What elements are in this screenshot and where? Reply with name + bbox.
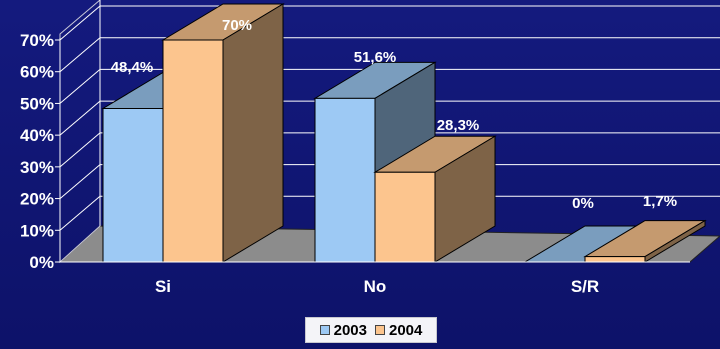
- gridline-side: [59, 195, 101, 231]
- y-tick-label: 40%: [20, 126, 54, 145]
- bars: [101, 3, 707, 263]
- bar-front-face: [374, 171, 436, 263]
- y-tick-label: 70%: [20, 31, 54, 50]
- data-label: 0%: [572, 195, 594, 212]
- y-tick-label: 50%: [20, 94, 54, 113]
- bar-front-face: [584, 256, 646, 263]
- y-tick-label: 30%: [20, 158, 54, 177]
- y-tick-label: 10%: [20, 221, 54, 240]
- y-axis: 0% 10% 20% 30% 40% 50% 60% 70%: [20, 31, 61, 272]
- gridline-side: [59, 69, 101, 104]
- y-tick-label: 20%: [20, 190, 54, 209]
- gridline-side: [59, 100, 101, 136]
- bar-side-face: [222, 3, 284, 263]
- legend-swatch-2003: [319, 325, 330, 335]
- y-tick-label: 0%: [29, 253, 54, 272]
- bar-2004-Si: [161, 3, 285, 263]
- bar-front-face: [314, 97, 376, 263]
- bar-front-face: [162, 39, 224, 263]
- x-tick-label: S/R: [571, 277, 599, 296]
- bar-2004-S/R: [583, 219, 707, 263]
- bar-front-face: [102, 108, 164, 263]
- legend-swatch-2004: [375, 325, 385, 335]
- data-label: 51,6%: [354, 49, 397, 66]
- x-axis: Si No S/R: [60, 261, 690, 296]
- data-label: 70%: [222, 17, 252, 34]
- data-labels: 48,4% 70% 51,6% 28,3% 0% 1,7%: [111, 17, 677, 212]
- legend-item-2003: 2003: [319, 321, 367, 339]
- legend-label-2004: 2004: [389, 321, 423, 339]
- bar-2004-No: [373, 135, 497, 263]
- data-label: 48,4%: [111, 59, 154, 76]
- x-tick-label: No: [364, 277, 387, 296]
- gridline-side: [59, 5, 101, 41]
- x-tick-label: Si: [155, 277, 171, 296]
- legend-label-2003: 2003: [333, 321, 367, 339]
- legend: 2003 2004: [305, 317, 437, 343]
- data-label: 1,7%: [643, 193, 677, 210]
- y-tick-label: 60%: [20, 63, 54, 82]
- legend-item-2004: 2004: [375, 322, 422, 339]
- gridline-side: [59, 37, 101, 73]
- chart-side-wall: [59, 0, 101, 264]
- gridline-side: [59, 132, 101, 168]
- data-label: 28,3%: [437, 117, 480, 134]
- gridline-side: [59, 164, 101, 199]
